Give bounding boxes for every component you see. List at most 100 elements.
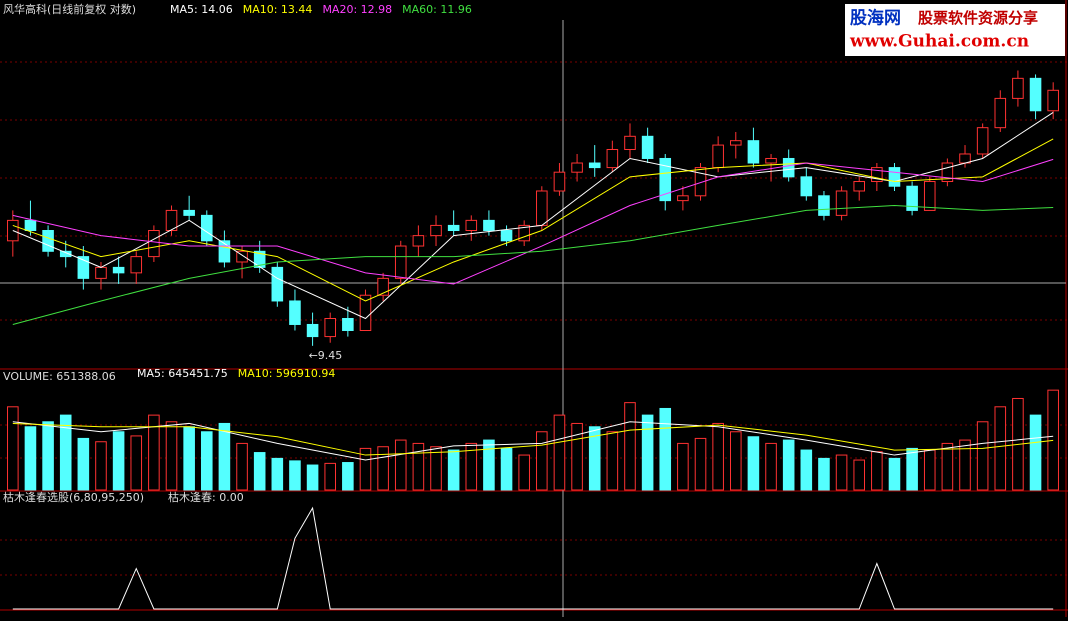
- volume-bar: [941, 442, 954, 491]
- legend-entry: MA10: 596910.94: [238, 367, 336, 380]
- volume-bar: [765, 442, 777, 491]
- candle-body: [659, 157, 672, 202]
- volume-bar: [430, 446, 442, 491]
- candle-body: [24, 219, 37, 231]
- candle-body: [95, 266, 107, 279]
- volume-bar: [271, 457, 284, 491]
- candle-body: [59, 250, 72, 258]
- candle-body: [677, 195, 689, 202]
- volume-bar: [447, 449, 460, 491]
- volume-bar: [923, 449, 936, 491]
- annotation: ←9.45: [309, 349, 343, 362]
- volume-bar: [289, 460, 301, 491]
- legend-entry: MA20: 12.98: [322, 3, 392, 16]
- volume-bar: [24, 426, 37, 491]
- volume-bar: [77, 437, 90, 491]
- volume-bar: [236, 442, 248, 491]
- candle-body: [818, 195, 830, 216]
- candle-body: [236, 250, 248, 263]
- volume-bar: [624, 402, 636, 491]
- candle-body: [835, 190, 848, 216]
- volume-bar: [59, 414, 72, 491]
- crosshair: [0, 20, 1066, 617]
- candle-body: [253, 250, 266, 268]
- price-title: 风华高科(日线前复权 对数): [3, 2, 136, 16]
- candle-body: [624, 135, 636, 151]
- candle-body: [641, 135, 654, 159]
- volume-bar: [112, 431, 125, 491]
- candle-body: [218, 240, 231, 263]
- candle-body: [342, 318, 354, 331]
- candle-body: [412, 235, 425, 247]
- candle-body: [1012, 77, 1024, 99]
- volume-bar: [994, 406, 1007, 491]
- volume-bar: [183, 426, 195, 491]
- volume-bar: [306, 464, 319, 491]
- volume-bar: [694, 437, 707, 491]
- candle-body: [465, 219, 478, 231]
- volume-bar: [553, 414, 566, 491]
- volume-bar: [253, 452, 266, 491]
- legend-entry: MA5: 645451.75: [137, 367, 228, 380]
- candle-body: [571, 162, 583, 173]
- volume-bar: [130, 435, 143, 491]
- volume-bar: [747, 436, 760, 491]
- candle-body: [800, 176, 813, 197]
- volume-bar: [218, 422, 231, 491]
- volume-bar: [148, 414, 160, 491]
- candle-body: [1047, 89, 1059, 112]
- volume-bar: [677, 442, 689, 491]
- candle-body: [729, 140, 742, 146]
- volume-bar: [200, 431, 213, 491]
- candle-body: [553, 171, 566, 192]
- candle-body: [712, 144, 724, 169]
- candle-body: [165, 209, 178, 231]
- candle-body: [536, 190, 548, 226]
- volume-title: VOLUME: 651388.06: [3, 370, 116, 383]
- volume-bar: [394, 439, 407, 491]
- volume-bar: [1029, 414, 1042, 491]
- volume-bar: [729, 431, 742, 491]
- volume-bar: [571, 422, 583, 491]
- volume-bar: [500, 447, 513, 491]
- volume-bar: [42, 421, 54, 491]
- candle-body: [1029, 77, 1042, 112]
- watermark: 股海网 股票软件资源分享 www.Guhai.com.cn: [845, 4, 1065, 56]
- volume-bar: [659, 407, 672, 491]
- volume-bar: [377, 446, 389, 491]
- volume-bar: [606, 431, 619, 491]
- ma-line: [12, 138, 1054, 302]
- volume-bar: [465, 442, 478, 491]
- candle-body: [306, 323, 319, 338]
- volume-bar: [7, 406, 19, 491]
- candle-body: [853, 181, 866, 192]
- watermark-logo: 股海网: [850, 8, 901, 29]
- candle-body: [976, 127, 989, 155]
- candle-body: [888, 167, 901, 187]
- candle-body: [271, 266, 284, 302]
- volume-bar: [800, 449, 813, 491]
- volume-bar: [412, 442, 425, 491]
- candle-body: [77, 256, 90, 279]
- watermark-url: www.Guhai.com.cn: [849, 32, 1029, 52]
- candle-body: [500, 229, 513, 242]
- candle-body: [200, 214, 213, 242]
- legend-entry: MA5: 14.06: [170, 3, 233, 16]
- candle-body: [394, 245, 407, 279]
- candle-body: [289, 300, 301, 325]
- volume-bar: [359, 447, 372, 491]
- volume-bar: [818, 457, 830, 491]
- candle-body: [148, 229, 160, 258]
- volume-bar: [976, 421, 989, 491]
- candle-body: [483, 219, 495, 231]
- candle-body: [377, 277, 389, 296]
- volume-bar: [712, 422, 724, 491]
- volume-bar: [853, 459, 866, 491]
- ma-line: [12, 158, 1054, 285]
- candle-body: [994, 97, 1007, 129]
- volume-bar: [483, 439, 495, 491]
- candle-body: [130, 256, 143, 274]
- volume-bar: [871, 451, 883, 491]
- candle-body: [906, 185, 918, 211]
